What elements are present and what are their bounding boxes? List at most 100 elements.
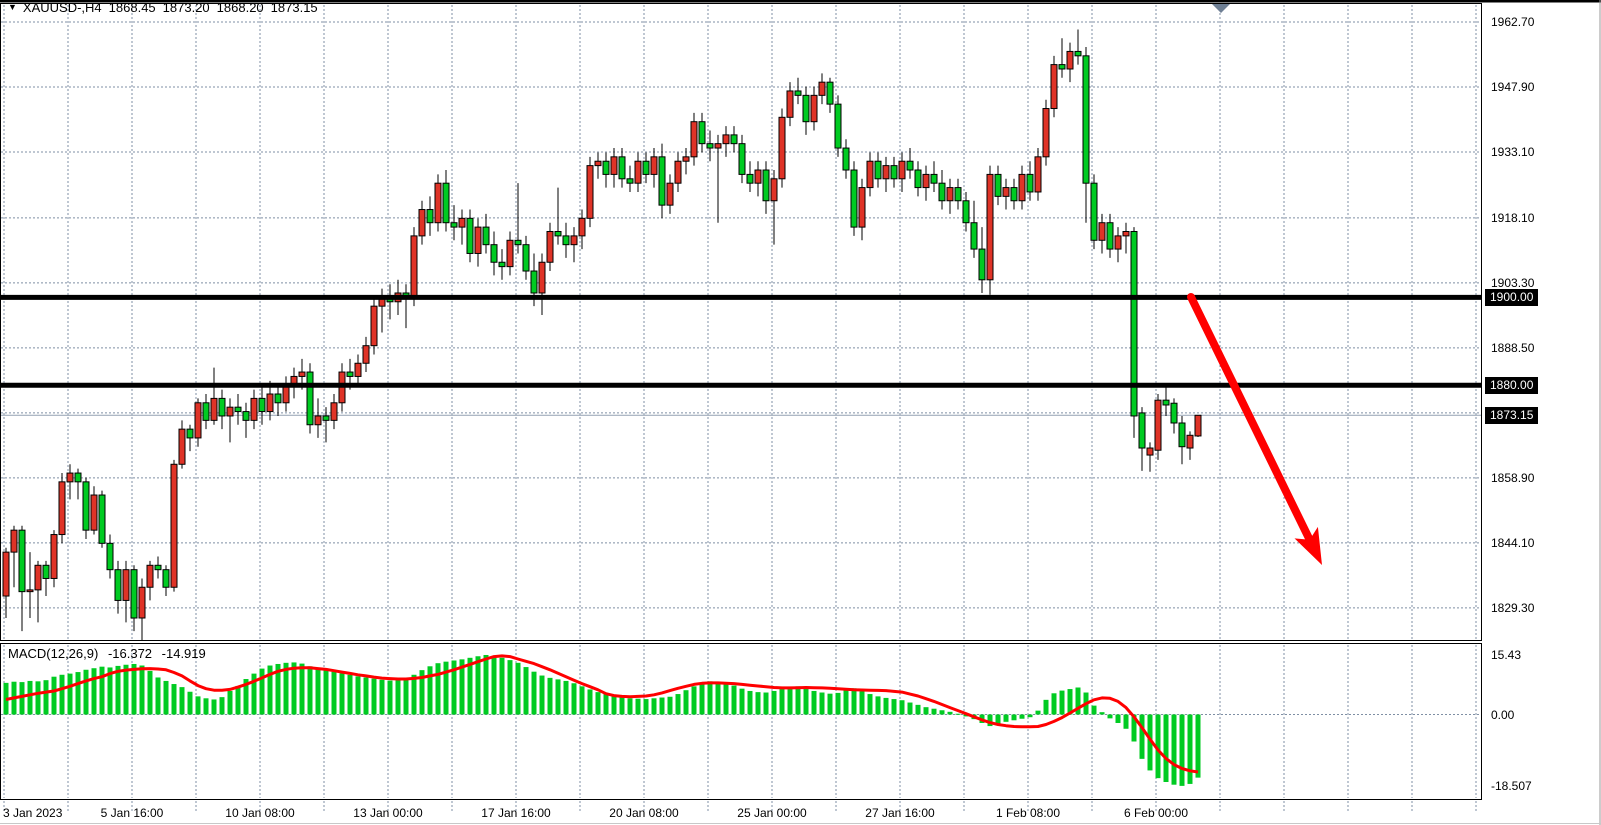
candle-down[interactable] — [698, 121, 706, 145]
candle-up[interactable] — [634, 160, 642, 184]
candle-down[interactable] — [738, 143, 746, 175]
candle-down[interactable] — [626, 178, 634, 184]
candle-up[interactable] — [298, 371, 306, 377]
candle-up[interactable] — [546, 230, 554, 263]
time-axis-label[interactable]: 20 Jan 08:00 — [609, 806, 679, 820]
candle-up[interactable] — [946, 187, 954, 202]
candle-down[interactable] — [242, 411, 250, 421]
candle-down[interactable] — [1170, 402, 1178, 424]
candle-down[interactable] — [658, 156, 666, 206]
candle-down[interactable] — [562, 235, 570, 246]
candle-up[interactable] — [26, 589, 34, 593]
candle-down[interactable] — [618, 156, 626, 180]
candle-down[interactable] — [706, 143, 714, 149]
candle-up[interactable] — [1114, 235, 1122, 250]
candle-down[interactable] — [746, 173, 754, 184]
candle-down[interactable] — [522, 244, 530, 272]
candle-up[interactable] — [922, 173, 930, 189]
candle-up[interactable] — [34, 564, 42, 591]
candle-down[interactable] — [18, 529, 26, 593]
candle-up[interactable] — [250, 397, 258, 421]
candle-up[interactable] — [882, 165, 890, 180]
candle-up[interactable] — [418, 209, 426, 237]
candle-up[interactable] — [354, 362, 362, 377]
symbol-collapse-icon[interactable]: ▼ — [8, 2, 17, 12]
candle-up[interactable] — [1146, 447, 1154, 456]
candle-down[interactable] — [850, 169, 858, 228]
candle-up[interactable] — [170, 463, 178, 588]
candle-down[interactable] — [978, 248, 986, 281]
time-axis-label[interactable]: 17 Jan 16:00 — [481, 806, 551, 820]
candle-up[interactable] — [314, 415, 322, 426]
candle-up[interactable] — [458, 217, 466, 228]
candle-up[interactable] — [122, 569, 130, 601]
candle-up[interactable] — [138, 586, 146, 619]
candle-down[interactable] — [306, 371, 314, 426]
chart-shift-marker-icon[interactable] — [1212, 4, 1230, 13]
candle-up[interactable] — [786, 90, 794, 118]
candle-down[interactable] — [442, 182, 450, 224]
candle-up[interactable] — [410, 235, 418, 298]
candle-down[interactable] — [1082, 55, 1090, 184]
candle-up[interactable] — [690, 121, 698, 158]
candle-up[interactable] — [330, 402, 338, 421]
candle-up[interactable] — [1050, 64, 1058, 110]
candle-up[interactable] — [754, 169, 762, 184]
time-axis-label[interactable]: 6 Feb 00:00 — [1123, 806, 1189, 820]
candle-up[interactable] — [434, 182, 442, 224]
candle-up[interactable] — [666, 182, 674, 206]
candle-up[interactable] — [682, 156, 690, 162]
candle-down[interactable] — [762, 169, 770, 202]
candle-down[interactable] — [970, 222, 978, 250]
price-panel[interactable] — [0, 3, 1482, 641]
candle-up[interactable] — [858, 187, 866, 228]
candle-down[interactable] — [602, 160, 610, 175]
candle-down[interactable] — [234, 406, 242, 413]
candle-up[interactable] — [674, 160, 682, 184]
candle-up[interactable] — [714, 143, 722, 149]
candle-up[interactable] — [818, 81, 826, 96]
candle-down[interactable] — [1090, 182, 1098, 241]
candle-up[interactable] — [66, 472, 74, 483]
candle-down[interactable] — [82, 481, 90, 531]
time-axis-label[interactable]: 25 Jan 00:00 — [737, 806, 807, 820]
candle-up[interactable] — [90, 494, 98, 531]
time-axis-label[interactable]: 3 Jan 2023 — [3, 806, 63, 820]
candle-up[interactable] — [178, 428, 186, 465]
candle-up[interactable] — [194, 402, 202, 439]
time-axis-label[interactable]: 27 Jan 16:00 — [865, 806, 935, 820]
candle-down[interactable] — [794, 90, 802, 96]
candle-down[interactable] — [114, 569, 122, 601]
time-axis-label[interactable]: 1 Feb 08:00 — [995, 806, 1061, 820]
candle-down[interactable] — [450, 222, 458, 228]
candle-down[interactable] — [322, 415, 330, 421]
candle-up[interactable] — [1154, 399, 1162, 451]
time-axis-label[interactable]: 10 Jan 08:00 — [225, 806, 295, 820]
candle-up[interactable] — [866, 160, 874, 189]
candle-up[interactable] — [570, 235, 578, 246]
candle-up[interactable] — [506, 239, 514, 268]
candle-down[interactable] — [834, 103, 842, 149]
candle-up[interactable] — [1002, 187, 1010, 197]
candle-down[interactable] — [498, 261, 506, 268]
candle-down[interactable] — [730, 134, 738, 145]
candle-down[interactable] — [1058, 64, 1066, 70]
candle-up[interactable] — [586, 165, 594, 219]
candle-down[interactable] — [826, 81, 834, 105]
candle-down[interactable] — [274, 393, 282, 404]
candle-up[interactable] — [370, 305, 378, 347]
candle-up[interactable] — [1122, 230, 1130, 237]
candle-down[interactable] — [482, 226, 490, 246]
candle-down[interactable] — [890, 165, 898, 180]
candle-up[interactable] — [538, 261, 546, 294]
candle-down[interactable] — [1106, 222, 1114, 250]
candle-down[interactable] — [98, 494, 106, 544]
candle-up[interactable] — [898, 160, 906, 180]
candle-up[interactable] — [722, 134, 730, 145]
candle-up[interactable] — [474, 226, 482, 254]
candle-up[interactable] — [1018, 173, 1026, 202]
candle-up[interactable] — [594, 160, 602, 167]
candle-down[interactable] — [106, 542, 114, 571]
trend-arrow-shaft[interactable] — [1187, 293, 1313, 543]
